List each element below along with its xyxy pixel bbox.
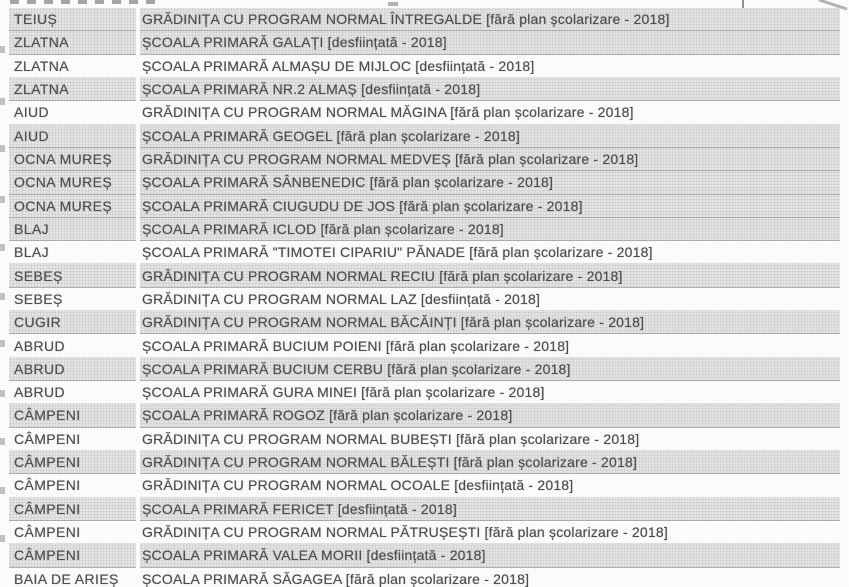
table-row: ZLATNA ȘCOALA PRIMARĂ NR.2 ALMAȘ [desfiin… xyxy=(9,77,840,102)
scan-artifact xyxy=(0,244,5,251)
school-cell: ȘCOALA PRIMARĂ SÂNBENEDIC [fără plan șco… xyxy=(140,171,840,195)
locality-cell: BLAJ xyxy=(9,241,136,265)
table-row: AIUD GRĂDINIȚA CU PROGRAM NORMAL MĂGINA [… xyxy=(9,101,840,125)
table-row: ABRUD ȘCOALA PRIMARĂ GURA MINEI [fără pla… xyxy=(9,381,840,405)
scan-artifact xyxy=(0,438,5,445)
locality-cell: CÂMPENI xyxy=(9,497,136,521)
table-row: AIUD ȘCOALA PRIMARĂ GEOGEL [fără plan șco… xyxy=(9,124,840,148)
scan-artifact xyxy=(0,535,5,542)
school-cell: ȘCOALA PRIMARĂ SĂGAGEA [fără plan școlar… xyxy=(140,567,840,587)
locality-cell: OCNA MUREȘ xyxy=(9,194,136,218)
locality-cell: CÂMPENI xyxy=(9,474,136,498)
locality-cell: ABRUD xyxy=(9,357,136,381)
table-row: ZLATNA ȘCOALA PRIMARĂ ALMAȘU DE MIJLOC [d… xyxy=(9,54,840,78)
table-row: BLAJ ȘCOALA PRIMARĂ "TIMOTEI CIPARIU" PĂN… xyxy=(9,241,840,265)
school-cell: GRĂDINIȚA CU PROGRAM NORMAL BUBEȘTI [făr… xyxy=(140,427,840,451)
table-row: ABRUD ȘCOALA PRIMARĂ BUCIUM CERBU [fără p… xyxy=(9,357,840,381)
table-row: SEBEȘ GRĂDINIȚA CU PROGRAM NORMAL LAZ [de… xyxy=(9,287,840,312)
table-row: BAIA DE ARIEȘ ȘCOALA PRIMARĂ SĂGAGEA [făr… xyxy=(9,567,840,587)
scan-artifact xyxy=(0,98,5,105)
locality-cell: TEIUȘ xyxy=(9,8,136,32)
table-row: BLAJ ȘCOALA PRIMARĂ ICLOD [fără plan școl… xyxy=(9,217,840,242)
table-row: CÂMPENI ȘCOALA PRIMARĂ FERICET [desființa… xyxy=(9,497,840,521)
school-cell: GRĂDINIȚA CU PROGRAM NORMAL OCOALE [desf… xyxy=(140,474,840,498)
school-cell: ȘCOALA PRIMARĂ "TIMOTEI CIPARIU" PĂNADE … xyxy=(140,241,840,265)
school-cell: ȘCOALA PRIMARĂ BUCIUM CERBU [fără plan ș… xyxy=(140,357,840,381)
scan-artifact xyxy=(0,340,5,347)
school-cell: ȘCOALA PRIMARĂ NR.2 ALMAȘ [desființată -… xyxy=(140,77,840,102)
school-table: TEIUȘ GRĂDINIȚA CU PROGRAM NORMAL ÎNTREGA… xyxy=(9,8,840,587)
table-row: CÂMPENI GRĂDINIȚA CU PROGRAM NORMAL BUBEȘ… xyxy=(9,427,840,451)
locality-cell: CÂMPENI xyxy=(9,450,136,475)
school-cell: GRĂDINIȚA CU PROGRAM NORMAL RECIU [fără … xyxy=(140,264,840,288)
table-row: ZLATNA ȘCOALA PRIMARĂ GALAȚI [desființată… xyxy=(9,31,840,55)
school-cell: GRĂDINIȚA CU PROGRAM NORMAL MEDVEȘ [fără… xyxy=(140,147,840,172)
school-cell: GRĂDINIȚA CU PROGRAM NORMAL MĂGINA [fără… xyxy=(140,101,840,125)
locality-cell: BLAJ xyxy=(9,217,136,242)
locality-cell: CÂMPENI xyxy=(9,520,136,545)
school-cell: GRĂDINIȚA CU PROGRAM NORMAL BĂCĂINȚI [fă… xyxy=(140,311,840,335)
table-row: CÂMPENI GRĂDINIȚA CU PROGRAM NORMAL PĂTRU… xyxy=(9,520,840,545)
locality-cell: ZLATNA xyxy=(9,54,136,78)
school-cell: GRĂDINIȚA CU PROGRAM NORMAL LAZ [desfiin… xyxy=(140,287,840,312)
locality-cell: OCNA MUREȘ xyxy=(9,147,136,172)
locality-cell: CÂMPENI xyxy=(9,427,136,451)
locality-cell: CÂMPENI xyxy=(9,544,136,568)
school-cell: ȘCOALA PRIMARĂ CIUGUDU DE JOS [fără plan… xyxy=(140,194,840,218)
table-row: OCNA MUREȘ GRĂDINIȚA CU PROGRAM NORMAL ME… xyxy=(9,147,840,172)
scan-artifact xyxy=(0,145,5,152)
locality-cell: CUGIR xyxy=(9,311,136,335)
table-row: ABRUD ȘCOALA PRIMARĂ BUCIUM POIENI [fără … xyxy=(9,334,840,358)
locality-cell: SEBEȘ xyxy=(9,264,136,288)
school-cell: ȘCOALA PRIMARĂ ICLOD [fără plan școlariz… xyxy=(140,217,840,242)
scan-artifact xyxy=(0,390,5,397)
school-cell: ȘCOALA PRIMARĂ GEOGEL [fără plan școlari… xyxy=(140,124,840,148)
school-cell: ȘCOALA PRIMARĂ GALAȚI [desființată - 201… xyxy=(140,31,840,55)
table-row: CÂMPENI ȘCOALA PRIMARĂ ROGOZ [fără plan ș… xyxy=(9,404,840,428)
locality-cell: AIUD xyxy=(9,124,136,148)
school-cell: ȘCOALA PRIMARĂ BUCIUM POIENI [fără plan … xyxy=(140,334,840,358)
school-cell: ȘCOALA PRIMARĂ VALEA MORII [desființată … xyxy=(140,544,840,568)
locality-cell: CÂMPENI xyxy=(9,404,136,428)
table-row: CUGIR GRĂDINIȚA CU PROGRAM NORMAL BĂCĂINȚ… xyxy=(9,311,840,335)
school-cell: ȘCOALA PRIMARĂ FERICET [desființată - 20… xyxy=(140,497,840,521)
table-row: CÂMPENI GRĂDINIȚA CU PROGRAM NORMAL BĂLEȘ… xyxy=(9,450,840,475)
table-row: TEIUȘ GRĂDINIȚA CU PROGRAM NORMAL ÎNTREGA… xyxy=(9,8,840,32)
scan-artifact xyxy=(0,487,5,494)
locality-cell: ZLATNA xyxy=(9,77,136,102)
school-cell: GRĂDINIȚA CU PROGRAM NORMAL BĂLEȘTI [făr… xyxy=(140,450,840,475)
school-cell: ȘCOALA PRIMARĂ ROGOZ [fără plan școlariz… xyxy=(140,404,840,428)
locality-cell: ABRUD xyxy=(9,334,136,358)
clipped-row-fragment xyxy=(388,2,398,6)
scan-artifact xyxy=(0,46,5,53)
locality-cell: BAIA DE ARIEȘ xyxy=(9,567,136,587)
locality-cell: OCNA MUREȘ xyxy=(9,171,136,195)
clipped-row-fragment xyxy=(10,0,158,4)
locality-cell: SEBEȘ xyxy=(9,287,136,312)
table-row: SEBEȘ GRĂDINIȚA CU PROGRAM NORMAL RECIU [… xyxy=(9,264,840,288)
locality-cell: ABRUD xyxy=(9,381,136,405)
scan-artifact xyxy=(0,196,5,203)
table-row: OCNA MUREȘ ȘCOALA PRIMARĂ CIUGUDU DE JOS … xyxy=(9,194,840,218)
school-cell: ȘCOALA PRIMARĂ GURA MINEI [fără plan șco… xyxy=(140,381,840,405)
scan-artifact xyxy=(0,293,5,300)
locality-cell: ZLATNA xyxy=(9,31,136,55)
table-row: OCNA MUREȘ ȘCOALA PRIMARĂ SÂNBENEDIC [făr… xyxy=(9,171,840,195)
school-cell: GRĂDINIȚA CU PROGRAM NORMAL PĂTRUȘEȘTI [… xyxy=(140,520,840,545)
table-row: CÂMPENI ȘCOALA PRIMARĂ VALEA MORII [desfi… xyxy=(9,544,840,568)
locality-cell: AIUD xyxy=(9,101,136,125)
school-cell: GRĂDINIȚA CU PROGRAM NORMAL ÎNTREGALDE [… xyxy=(140,8,840,32)
school-cell: ȘCOALA PRIMARĂ ALMAȘU DE MIJLOC [desfiin… xyxy=(140,54,840,78)
table-row: CÂMPENI GRĂDINIȚA CU PROGRAM NORMAL OCOAL… xyxy=(9,474,840,498)
